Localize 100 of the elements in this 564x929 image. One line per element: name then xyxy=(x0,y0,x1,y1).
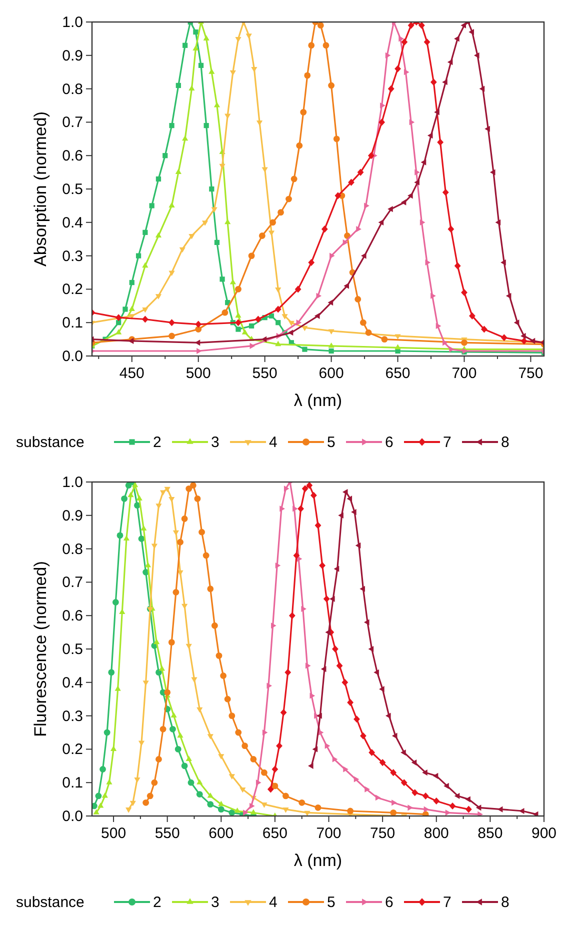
point xyxy=(196,348,202,354)
point xyxy=(385,52,391,58)
point xyxy=(169,122,174,128)
x-axis-title: λ (nm) xyxy=(294,851,342,870)
point xyxy=(209,186,214,192)
y-tick-label: 1.0 xyxy=(62,474,83,491)
point xyxy=(190,482,196,489)
legend-label: 2 xyxy=(153,434,162,451)
point xyxy=(181,762,188,770)
point xyxy=(404,69,410,76)
point xyxy=(490,169,496,176)
legend-label: 7 xyxy=(443,894,452,911)
point xyxy=(186,644,192,650)
y-tick-label: 0.5 xyxy=(62,641,83,658)
y-tick-label: 0.6 xyxy=(62,148,83,165)
point xyxy=(142,307,148,313)
point xyxy=(388,85,394,92)
point xyxy=(203,35,210,40)
point xyxy=(314,522,322,529)
point xyxy=(290,176,298,182)
point xyxy=(93,809,100,814)
point xyxy=(192,45,199,50)
point xyxy=(447,59,453,66)
point xyxy=(347,698,354,706)
x-tick-label: 800 xyxy=(424,825,449,842)
point xyxy=(168,639,175,646)
point xyxy=(292,506,298,512)
point xyxy=(168,202,175,208)
legend-title: substance xyxy=(16,894,84,911)
point xyxy=(328,82,334,89)
point xyxy=(532,811,538,816)
point xyxy=(129,280,134,286)
point xyxy=(142,799,150,806)
point xyxy=(427,132,433,139)
point xyxy=(182,604,188,610)
point xyxy=(136,495,142,500)
point xyxy=(182,42,188,48)
point xyxy=(334,192,342,200)
point xyxy=(360,586,365,592)
point xyxy=(126,808,132,813)
point xyxy=(286,196,292,202)
point xyxy=(308,258,315,266)
point xyxy=(316,712,322,719)
point xyxy=(98,802,104,808)
x-tick-label: 850 xyxy=(478,825,503,842)
point xyxy=(104,729,110,736)
point xyxy=(256,120,263,126)
point xyxy=(434,109,440,116)
point xyxy=(422,811,429,816)
point xyxy=(276,742,282,750)
point xyxy=(390,769,397,776)
point xyxy=(92,802,98,810)
y-tick-label: 0.3 xyxy=(62,248,83,265)
point xyxy=(316,292,322,299)
point xyxy=(381,336,388,342)
point xyxy=(216,652,222,659)
point xyxy=(408,804,413,811)
point xyxy=(298,505,304,512)
point xyxy=(181,516,188,522)
point xyxy=(430,78,437,86)
point xyxy=(375,794,381,801)
point xyxy=(332,756,338,762)
x-tick-label: 550 xyxy=(252,365,278,382)
point xyxy=(347,808,354,814)
point xyxy=(196,707,203,713)
point xyxy=(198,62,204,68)
point xyxy=(207,586,214,592)
point xyxy=(258,232,266,239)
point xyxy=(495,219,501,226)
point xyxy=(196,791,203,798)
point xyxy=(354,716,360,723)
legend-label: 3 xyxy=(211,434,220,451)
point xyxy=(138,740,145,746)
point xyxy=(160,726,166,732)
point xyxy=(302,485,308,492)
point xyxy=(142,230,148,235)
point xyxy=(436,322,442,329)
point xyxy=(250,809,256,814)
point xyxy=(275,287,282,293)
point xyxy=(250,342,256,350)
point xyxy=(242,742,248,750)
y-tick-label: 0.3 xyxy=(62,708,83,725)
legend-label: 4 xyxy=(269,434,278,451)
point xyxy=(170,726,176,732)
point xyxy=(228,712,236,719)
point xyxy=(414,179,420,186)
point xyxy=(394,344,401,350)
y-tick-label: 1.0 xyxy=(62,14,83,31)
point xyxy=(246,34,252,39)
point xyxy=(272,766,278,773)
point xyxy=(275,562,281,569)
point xyxy=(479,86,485,92)
point xyxy=(356,226,362,232)
point xyxy=(342,678,348,686)
point xyxy=(425,259,431,266)
point xyxy=(230,70,236,76)
legend-label: 5 xyxy=(327,894,336,911)
point xyxy=(422,770,428,776)
y-tick-label: 0.1 xyxy=(62,774,83,792)
point xyxy=(228,774,235,780)
